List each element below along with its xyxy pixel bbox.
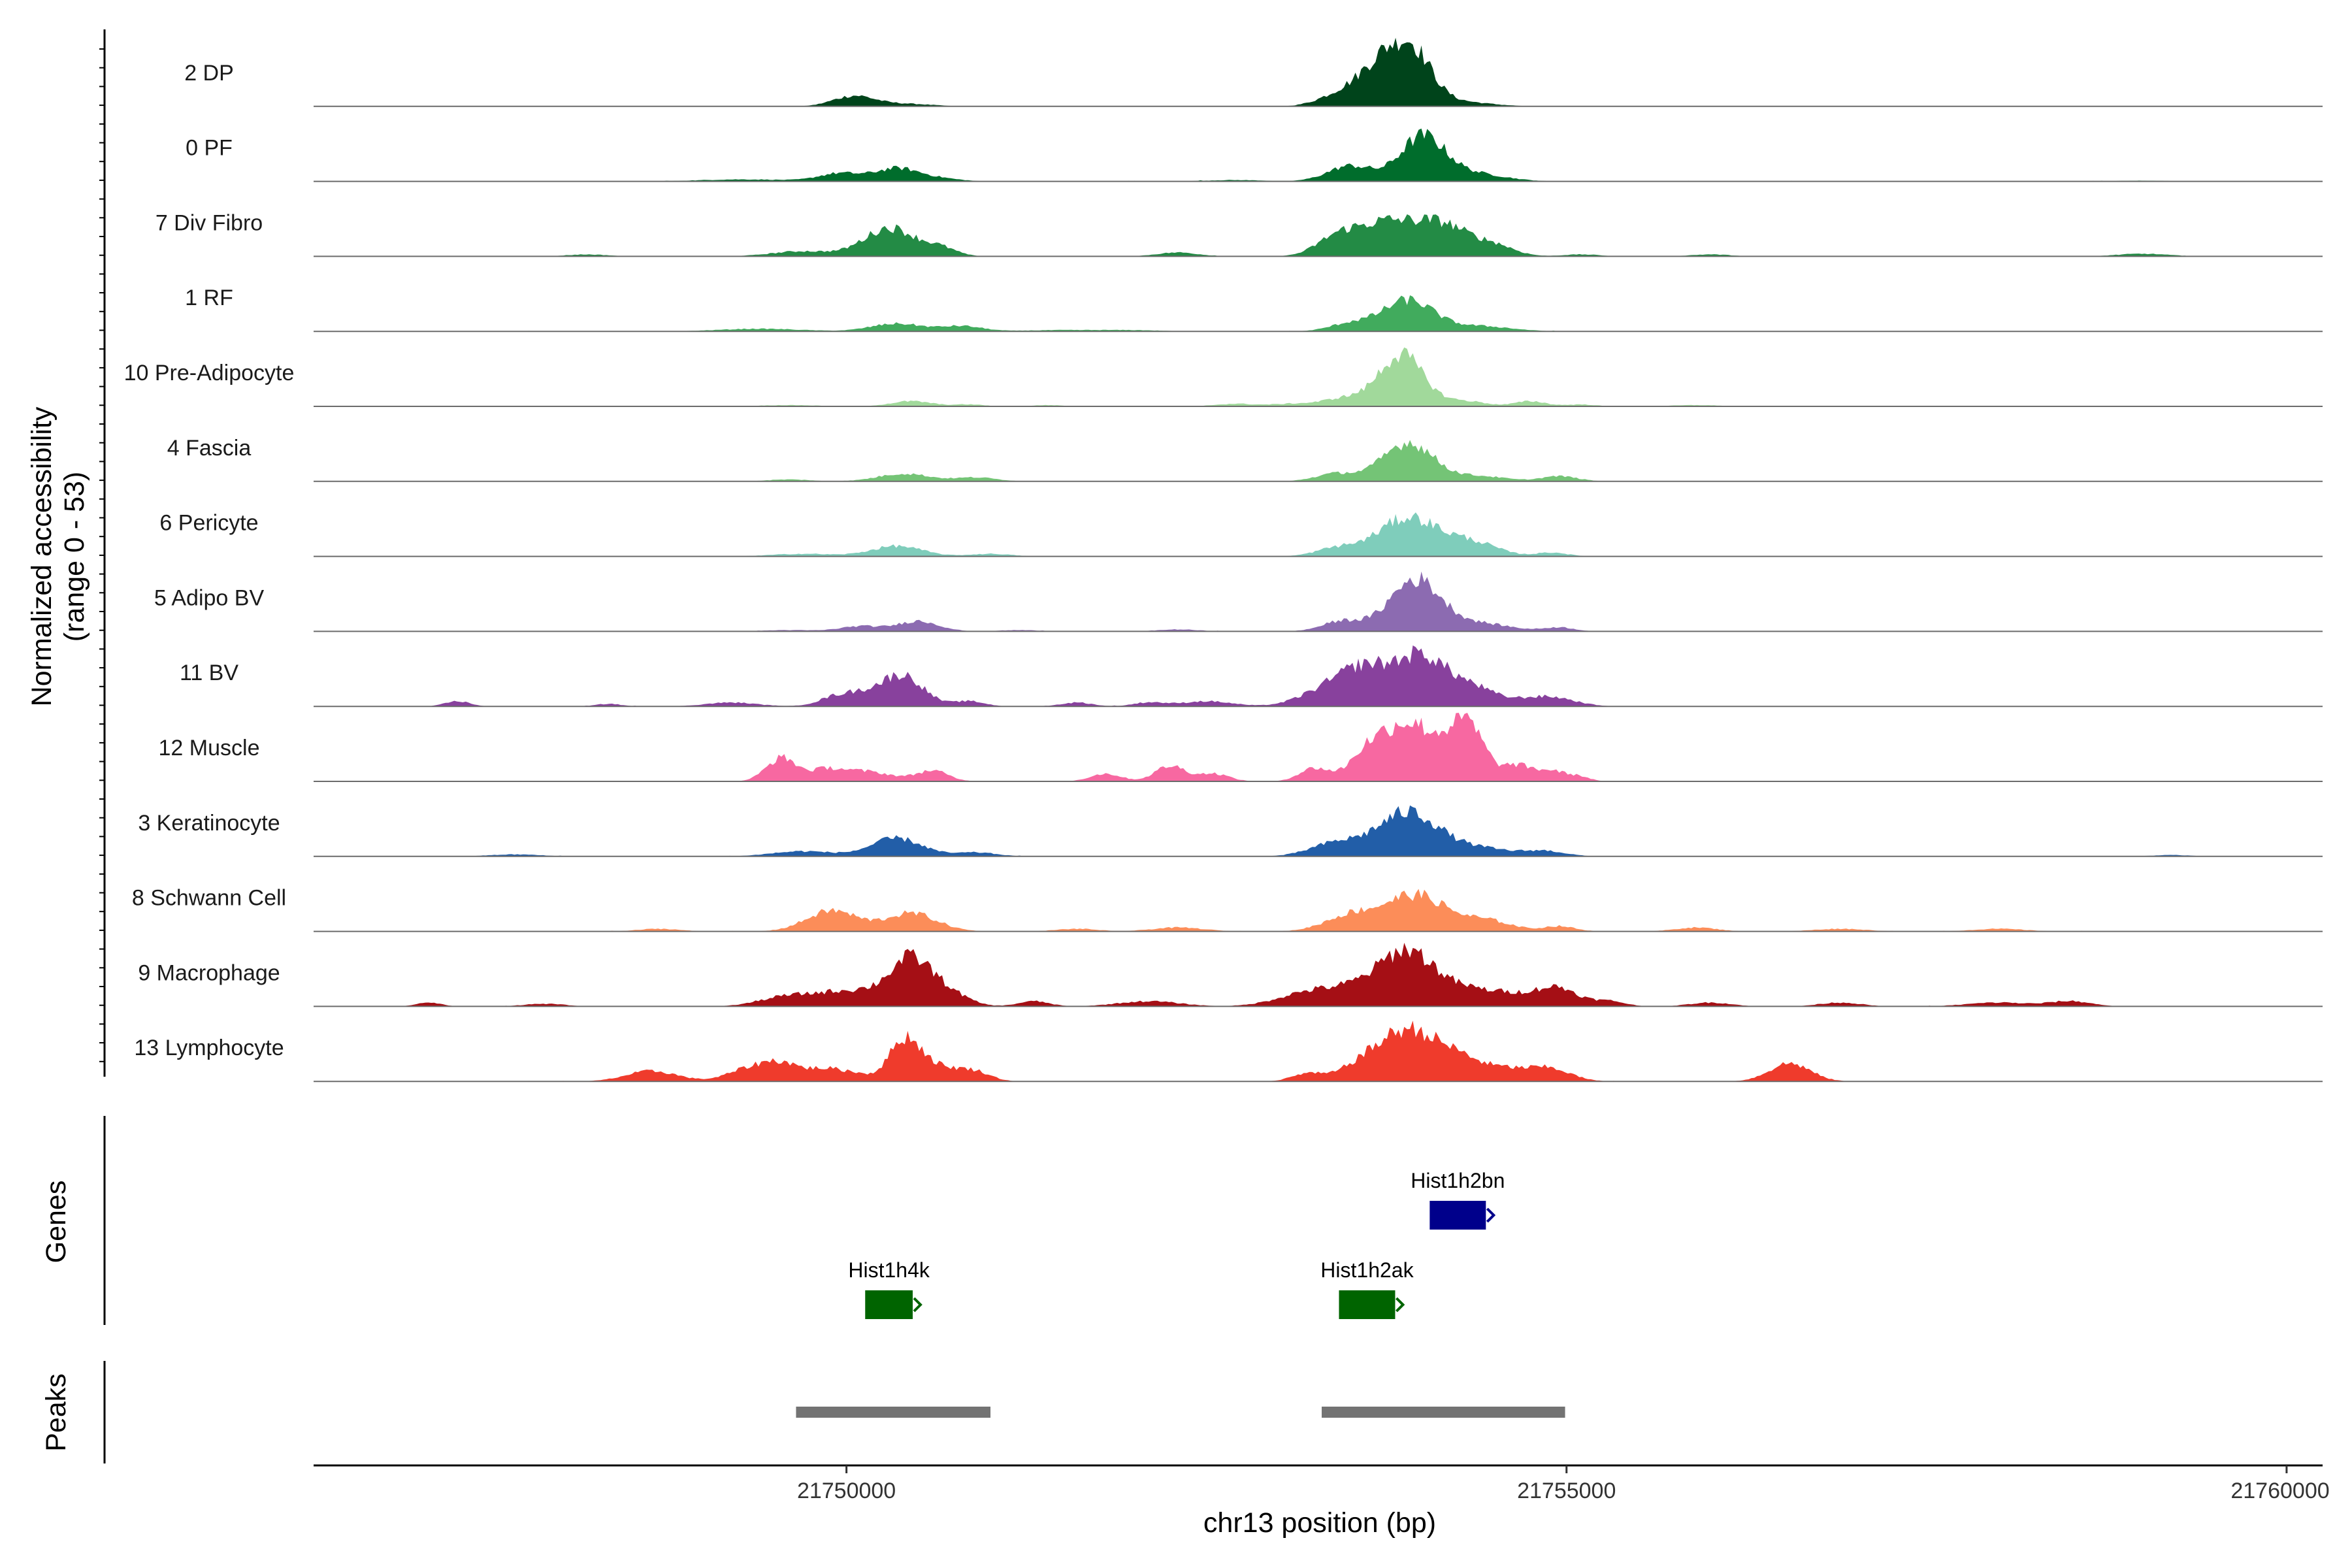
y-axis-title-line1: Normalized accessibility [26, 406, 57, 706]
track-10: 12 Muscle [159, 713, 2323, 782]
track-7: 6 Pericyte [159, 511, 2323, 557]
track-label-10: 12 Muscle [159, 736, 260, 760]
gene-label-Hist1h2ak: Hist1h2ak [1320, 1258, 1414, 1282]
track-label-1: 2 DP [184, 61, 234, 86]
coverage-area-4 [314, 295, 2323, 332]
coverage-area-3 [314, 214, 2323, 257]
track-3: 7 Div Fibro [155, 210, 2323, 257]
left-y-axis [99, 29, 106, 1077]
track-label-6: 4 Fascia [167, 436, 252, 461]
x-tick-label: 21750000 [797, 1478, 896, 1503]
coverage-area-12 [314, 889, 2323, 932]
gene-Hist1h4k-strand-chevron [913, 1297, 923, 1313]
coverage-area-5 [314, 347, 2323, 406]
peak-region-2 [1322, 1407, 1565, 1418]
track-label-5: 10 Pre-Adipocyte [124, 361, 295, 385]
peaks-track-title: Peaks [41, 1373, 72, 1452]
coverage-area-11 [314, 805, 2323, 857]
coverage-area-8 [314, 571, 2323, 632]
x-axis: 21750000 21755000 21760000 [314, 1464, 2330, 1503]
track-8: 5 Adipo BV [154, 571, 2323, 632]
track-9: 11 BV [180, 645, 2323, 708]
coverage-area-2 [314, 128, 2323, 182]
coverage-area-9 [314, 645, 2323, 707]
track-12: 8 Schwann Cell [132, 886, 2323, 932]
x-axis-title: chr13 position (bp) [1203, 1507, 1436, 1539]
coverage-area-6 [314, 440, 2323, 482]
track-5: 10 Pre-Adipocyte [124, 347, 2323, 407]
x-tick-label: 21755000 [1517, 1478, 1616, 1503]
track-label-12: 8 Schwann Cell [132, 886, 286, 911]
gene-Hist1h4k-body [865, 1290, 913, 1319]
track-label-4: 1 RF [185, 286, 233, 310]
gene-track: Hist1h2bn Hist1h4k Hist1h2ak [103, 1116, 1505, 1325]
gene-Hist1h2bn-strand-chevron [1486, 1207, 1496, 1223]
peak-track [103, 1361, 1565, 1463]
gene-label-Hist1h4k: Hist1h4k [848, 1258, 930, 1282]
peak-region-1 [796, 1407, 991, 1418]
genes-track-title: Genes [41, 1181, 72, 1264]
track-label-2: 0 PF [186, 136, 233, 161]
gene-Hist1h2ak-body [1339, 1290, 1396, 1319]
gene-label-Hist1h2bn: Hist1h2bn [1411, 1169, 1505, 1192]
track-label-7: 6 Pericyte [159, 511, 258, 536]
track-13: 9 Macrophage [138, 943, 2323, 1007]
x-tick-label: 21760000 [2230, 1478, 2329, 1503]
coverage-area-13 [314, 943, 2323, 1007]
track-14: 13 Lymphocyte [134, 1021, 2323, 1083]
track-label-9: 11 BV [180, 661, 238, 685]
track-6: 4 Fascia [167, 436, 2323, 482]
track-4: 1 RF [185, 286, 2323, 333]
gene-Hist1h2bn-body [1429, 1201, 1486, 1230]
track-label-3: 7 Div Fibro [155, 210, 263, 235]
coverage-area-14 [314, 1021, 2323, 1082]
track-label-13: 9 Macrophage [138, 960, 280, 985]
track-1: 2 DP [184, 37, 2323, 107]
coverage-area-7 [314, 512, 2323, 557]
accessibility-tracks: 2 DP 0 PF 7 Div Fibro 1 RF 10 Pre-Adipocyte 4… [124, 37, 2323, 1083]
track-2: 0 PF [186, 128, 2323, 182]
track-label-14: 13 Lymphocyte [134, 1036, 284, 1060]
coverage-area-10 [314, 713, 2323, 781]
coverage-area-1 [314, 37, 2323, 106]
track-11: 3 Keratinocyte [138, 805, 2323, 857]
track-label-8: 5 Adipo BV [154, 585, 265, 610]
gene-Hist1h2ak-strand-chevron [1396, 1297, 1405, 1313]
track-label-11: 3 Keratinocyte [138, 811, 280, 836]
y-axis-title-line2: (range 0 - 53) [59, 472, 90, 642]
